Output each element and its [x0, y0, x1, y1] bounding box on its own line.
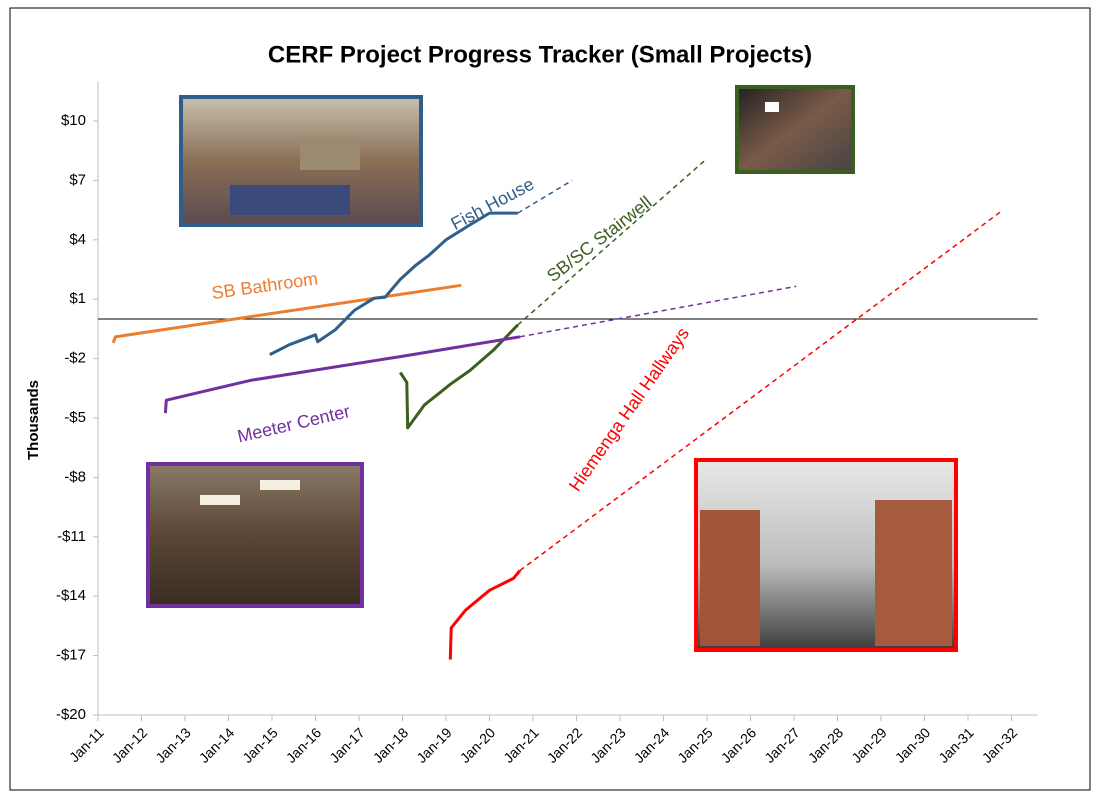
x-tick-label: Jan-21: [500, 724, 542, 766]
series-label: SB/SC Stairwell: [543, 192, 655, 286]
x-tick-label: Jan-17: [326, 724, 368, 766]
x-tick-label: Jan-28: [805, 724, 847, 766]
x-tick-label: Jan-16: [283, 724, 325, 766]
x-tick-label: Jan-30: [892, 724, 934, 766]
series-label: Fish House: [448, 174, 538, 234]
x-tick-label: Jan-22: [544, 724, 586, 766]
x-tick-label: Jan-29: [848, 724, 890, 766]
y-tick-label: -$5: [64, 409, 86, 426]
series-label: Hiemenga Hall Hallways: [565, 324, 693, 495]
x-tick-label: Jan-15: [239, 724, 281, 766]
line: [163, 335, 521, 414]
y-tick-label: $4: [69, 231, 86, 248]
line: [269, 211, 518, 356]
projection-line: [517, 158, 708, 326]
projection-line: [519, 209, 1004, 572]
x-tick-label: Jan-23: [587, 724, 629, 766]
y-tick-label: -$11: [57, 528, 86, 545]
x-tick-label: Jan-32: [979, 724, 1021, 766]
x-tick-label: Jan-14: [196, 724, 238, 766]
x-tick-label: Jan-19: [413, 724, 455, 766]
x-tick-label: Jan-24: [631, 724, 673, 766]
x-tick-label: Jan-31: [935, 724, 977, 766]
projection-line: [517, 179, 573, 214]
y-tick-label: $1: [69, 290, 86, 307]
y-tick-label: -$8: [64, 468, 86, 485]
y-axis-label: Thousands: [25, 380, 42, 460]
photo-fish-house: [179, 95, 423, 227]
y-tick-label: -$2: [64, 350, 86, 367]
line: [448, 569, 522, 660]
x-tick-label: Jan-20: [457, 724, 499, 766]
chart-title: CERF Project Progress Tracker (Small Pro…: [268, 41, 812, 68]
line: [111, 283, 462, 344]
series-label: SB Bathroom: [210, 268, 319, 303]
y-tick-label: $10: [61, 112, 86, 129]
photo-meeter-center: [146, 462, 364, 608]
y-tick-label: -$14: [56, 587, 86, 604]
frame: [9, 7, 1091, 791]
y-tick-label: -$17: [56, 647, 86, 664]
x-tick-label: Jan-18: [370, 724, 412, 766]
series-label: Meeter Center: [235, 401, 352, 446]
y-tick-label: -$20: [56, 706, 86, 723]
x-tick-label: Jan-27: [761, 724, 803, 766]
y-tick-label: $7: [69, 171, 86, 188]
projection-line: [519, 285, 797, 338]
x-tick-label: Jan-12: [109, 724, 151, 766]
x-tick-label: Jan-13: [152, 724, 194, 766]
line: [399, 323, 519, 430]
x-tick-label: Jan-11: [66, 724, 107, 765]
photo-hiemenga: [694, 458, 958, 652]
photo-stairwell: [735, 85, 855, 174]
x-tick-label: Jan-26: [718, 724, 760, 766]
x-tick-label: Jan-25: [674, 724, 716, 766]
